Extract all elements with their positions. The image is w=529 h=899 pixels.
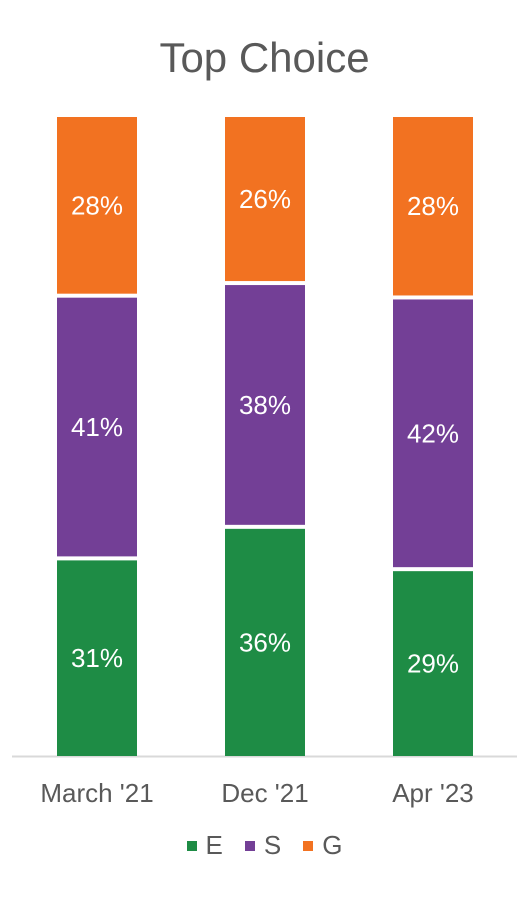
legend-item-e: E (186, 830, 223, 861)
bar-segment-e-0 (57, 560, 137, 756)
x-tick-label-0: March '21 (40, 778, 153, 808)
data-label-e-1: 36% (239, 627, 291, 657)
chart-title: Top Choice (159, 34, 370, 81)
bar-segment-s-2 (393, 299, 473, 568)
chart-plot-area: 31% 41% 28% March '21 36% 38% 26% Dec '21 29% 42%… (12, 117, 517, 808)
x-tick-label-2: Apr '23 (392, 778, 474, 808)
bar-segment-g-0 (57, 117, 137, 294)
data-label-e-2: 29% (407, 649, 459, 679)
data-label-e-0: 31% (71, 643, 123, 673)
legend-label-s: S (263, 830, 282, 860)
x-tick-label-1: Dec '21 (221, 778, 308, 808)
legend-swatch-s (244, 840, 255, 851)
bar-segment-e-2 (393, 571, 473, 756)
legend-label-g: G (322, 830, 343, 860)
legend-swatch-e (186, 840, 197, 851)
data-label-g-1: 26% (239, 184, 291, 214)
bar-segment-s-1 (225, 285, 305, 525)
data-label-s-0: 41% (71, 412, 123, 442)
data-label-g-0: 28% (71, 190, 123, 220)
data-label-s-1: 38% (239, 390, 291, 420)
bar-segment-g-2 (393, 117, 473, 296)
legend-item-g: G (303, 830, 342, 861)
bar-segment-g-1 (225, 117, 305, 282)
legend-label-e: E (205, 830, 223, 860)
bar-segment-s-0 (57, 297, 137, 557)
data-label-s-2: 42% (407, 418, 459, 448)
legend-item-s: S (244, 830, 282, 861)
bar-segment-e-1 (225, 528, 305, 756)
legend-swatch-g (303, 840, 314, 851)
data-label-g-2: 28% (407, 191, 459, 221)
